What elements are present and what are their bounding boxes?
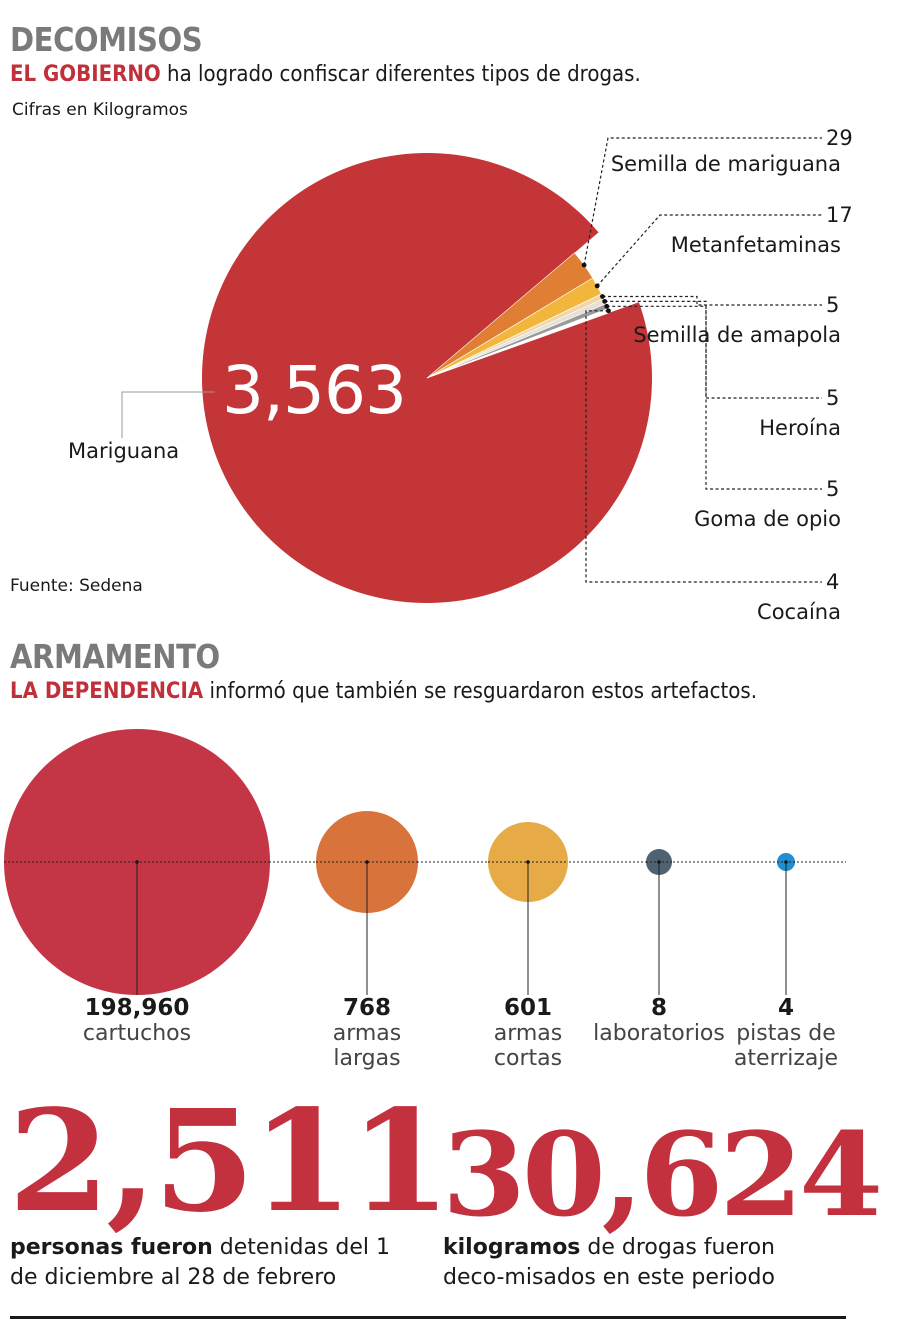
bubble-label-armas-largas: 768 armas largas: [287, 995, 447, 1072]
bubble-caption: cortas: [493, 1046, 563, 1071]
leader-dot-semilla-de-mariguana: [581, 262, 587, 268]
leader-line-semilla-de-mariguana: [583, 137, 822, 266]
armamento-title: ARMAMENTO: [10, 637, 220, 676]
pie-value-metanfetaminas: 17: [826, 203, 853, 227]
bubble-label-laboratorios: 8 laboratorios: [579, 995, 739, 1047]
armamento-subtitle-bold: LA DEPENDENCIA: [10, 679, 204, 704]
pie-value-semilla-de-amapola: 5: [826, 293, 840, 317]
pie-label-semilla-de-mariguana: Semilla de mariguana: [610, 152, 841, 176]
armament-bubble-chart: [4, 729, 846, 995]
leader-line-goma-de-opio: [606, 305, 822, 490]
drug-pie-chart: [121, 137, 822, 604]
bubble-value: 4: [777, 995, 794, 1021]
bubble-label-cartuchos: 198,960 cartuchos: [57, 995, 217, 1047]
armamento-subtitle-rest: informó que también se resguardaron esto…: [203, 679, 758, 704]
stat-detained-number: 2,511: [8, 1080, 452, 1244]
stat-kilos-bold: kilogramos: [443, 1235, 581, 1260]
bubble-caption: armas: [332, 1021, 402, 1046]
stat-kilos-rest: de drogas fueron deco-misados en este pe…: [443, 1235, 775, 1290]
bubble-caption: pistas de: [736, 1021, 836, 1046]
bubble-caption: largas: [333, 1046, 401, 1071]
bubble-value: 601: [503, 995, 552, 1021]
pie-label-cocaina: Cocaína: [757, 600, 841, 624]
decomisos-subtitle-rest: ha logrado confiscar diferentes tipos de…: [160, 62, 641, 87]
stat-detained-text: personas fueron detenidas del 1 de dicie…: [10, 1233, 410, 1293]
pie-label-heroina: Heroína: [759, 416, 841, 440]
pie-label-semilla-de-amapola: Semilla de amapola: [633, 323, 841, 347]
pie-value-heroina: 5: [826, 386, 840, 410]
pie-value-goma-de-opio: 5: [826, 477, 840, 501]
armamento-subtitle: LA DEPENDENCIA informó que también se re…: [10, 679, 757, 704]
leader-dot-semilla-de-amapola: [600, 294, 605, 299]
decomisos-subtitle: EL GOBIERNO ha logrado confiscar diferen…: [10, 62, 641, 87]
bubble-caption: laboratorios: [593, 1021, 725, 1046]
bubble-label-pistas-de-aterrizaje: 4 pistas de aterrizaje: [706, 995, 866, 1072]
pie-center-value: 3,563: [222, 352, 407, 429]
leader-dot-metanfetaminas: [594, 283, 600, 289]
bubble-caption: aterrizaje: [733, 1046, 839, 1071]
leader-line-heroina: [604, 300, 822, 399]
units-note: Cifras en Kilogramos: [12, 100, 188, 120]
stat-kilos-text: kilogramos de drogas fueron deco-misados…: [443, 1233, 843, 1293]
bubble-value: 768: [342, 995, 391, 1021]
pie-value-semilla-de-mariguana: 29: [826, 126, 853, 150]
pie-label-goma-de-opio: Goma de opio: [694, 507, 841, 531]
leader-line-metanfetaminas: [596, 214, 822, 287]
pie-value-cocaina: 4: [826, 570, 840, 594]
leader-line-semilla-de-amapola: [602, 295, 822, 306]
bubble-value: 8: [650, 995, 667, 1021]
leader-dot-goma-de-opio: [604, 303, 610, 309]
bubble-caption: cartuchos: [82, 1021, 192, 1046]
bubble-value: 198,960: [84, 995, 190, 1021]
bubble-center-dot: [365, 860, 369, 864]
leader-dot-cocaina: [606, 308, 611, 314]
bubble-caption: armas: [493, 1021, 563, 1046]
leader-line-cocaina: [585, 310, 822, 583]
leader-dot-heroina: [602, 298, 608, 304]
decomisos-title: DECOMISOS: [10, 20, 203, 59]
bottom-rule: [10, 1316, 846, 1319]
source-note: Fuente: Sedena: [10, 576, 143, 596]
decomisos-subtitle-bold: EL GOBIERNO: [10, 62, 161, 87]
pie-label-metanfetaminas: Metanfetaminas: [670, 233, 841, 257]
stat-detained-bold: personas fueron: [10, 1235, 213, 1260]
stat-kilos-number: 30,624: [442, 1108, 883, 1243]
pie-center-label: Mariguana: [68, 439, 180, 463]
bubble-label-armas-cortas: 601 armas cortas: [448, 995, 608, 1072]
leader-line-mariguana: [121, 391, 215, 438]
stat-detained-rest: detenidas del 1 de diciembre al 28 de fe…: [10, 1235, 390, 1290]
